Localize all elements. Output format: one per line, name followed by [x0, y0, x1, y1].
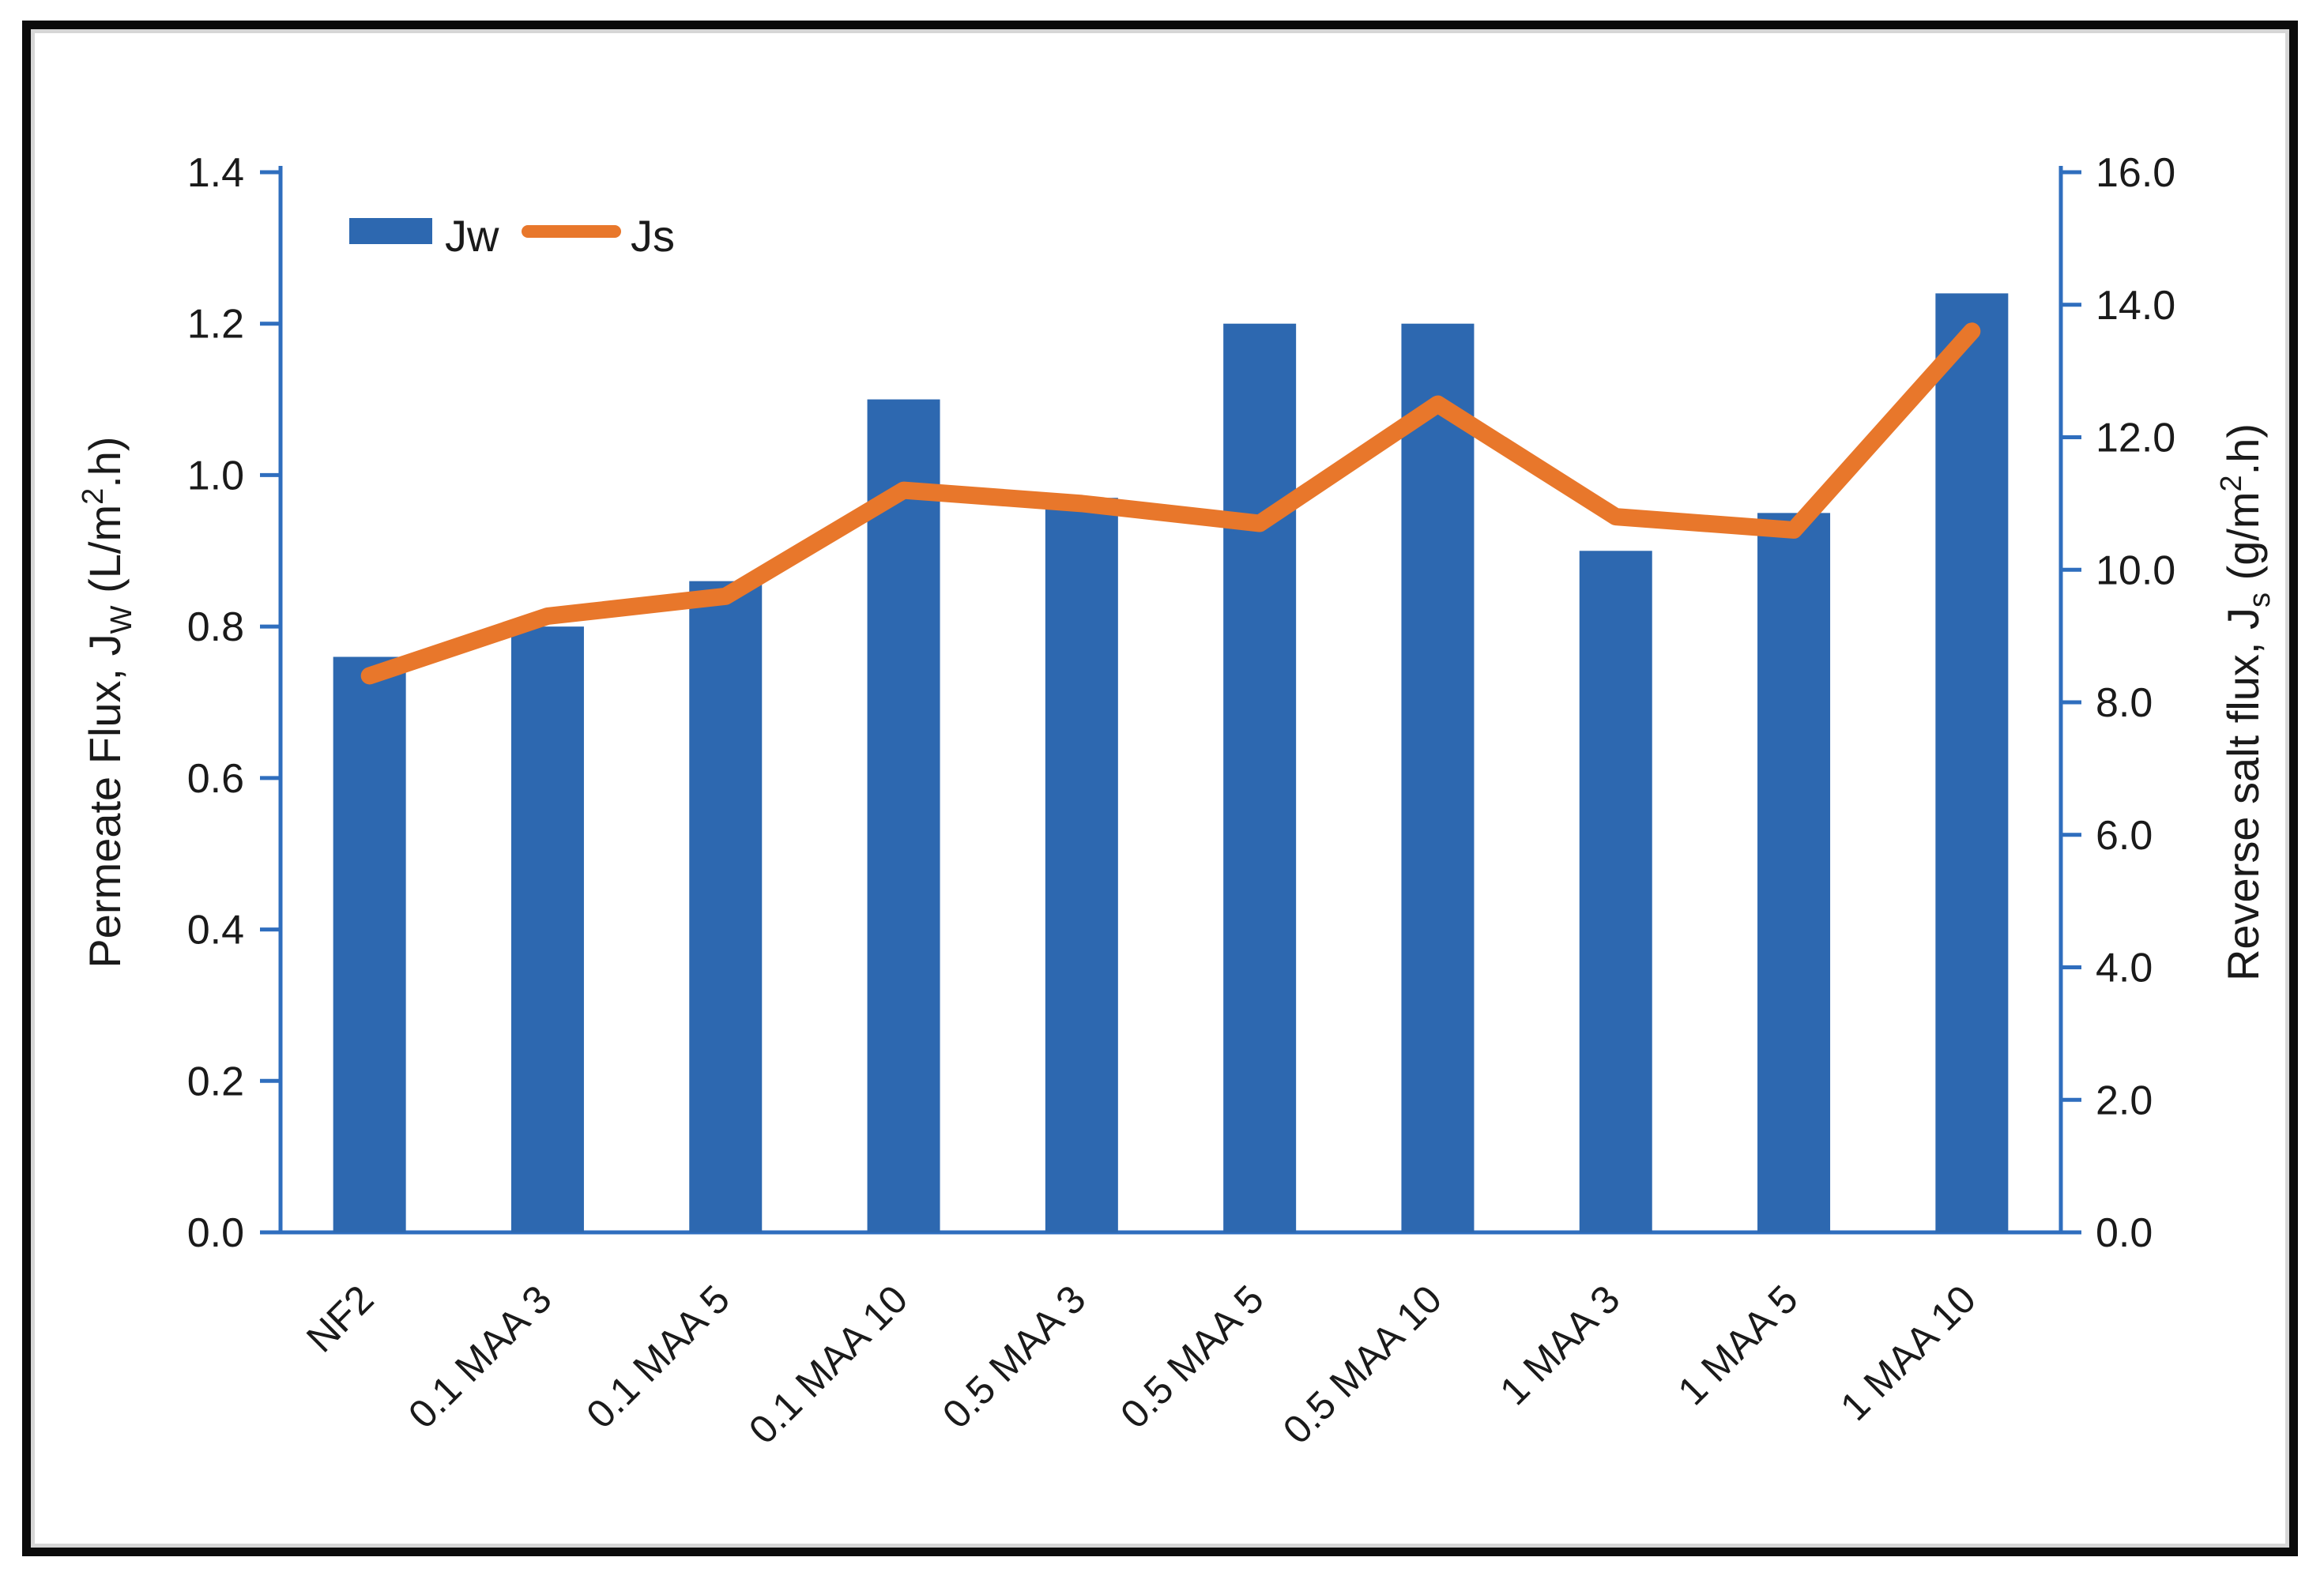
category-label: 0.1 MAA 3 [400, 1277, 560, 1437]
category-label: 0.5 MAA 5 [1112, 1277, 1272, 1437]
right-axis-tick-label: 12.0 [2096, 416, 2175, 461]
right-axis-tick-label: 14.0 [2096, 283, 2175, 329]
left-axis-tick-label: 1.0 [187, 453, 244, 498]
right-axis-tick-label: 10.0 [2096, 547, 2175, 593]
right-axis-title: Reverse salt flux, Js (g/m2.h) [2215, 423, 2277, 981]
category-label: 0.1 MAA 10 [740, 1277, 916, 1452]
bar-0-1-maa-3 [510, 626, 584, 1232]
category-label: 1 MAA 5 [1670, 1277, 1806, 1413]
right-axis-tick-label: 8.0 [2096, 680, 2153, 726]
left-axis-tick-label: 0.2 [187, 1059, 244, 1104]
bar-1-maa-5 [1757, 513, 1831, 1232]
right-axis-tick-label: 6.0 [2096, 813, 2153, 859]
legend-label-js: Js [631, 211, 675, 261]
left-axis-tick-label: 0.0 [187, 1210, 244, 1256]
category-label: NF2 [298, 1277, 382, 1360]
left-axis-tick-label: 0.8 [187, 604, 244, 650]
category-label: 1 MAA 10 [1832, 1277, 1984, 1429]
legend-swatch-jw [349, 218, 432, 244]
category-label: 1 MAA 3 [1491, 1277, 1628, 1413]
bar-0-5-maa-3 [1045, 498, 1118, 1232]
left-axis-tick-label: 0.6 [187, 756, 244, 802]
right-axis-tick-label: 4.0 [2096, 946, 2153, 991]
category-label: 0.5 MAA 3 [934, 1277, 1094, 1437]
bar-0-1-maa-10 [867, 399, 940, 1233]
js-line-series [360, 322, 1981, 685]
category-label: 0.5 MAA 10 [1275, 1277, 1450, 1452]
bar-1-maa-10 [1935, 293, 2009, 1232]
legend-label-jw: Jw [445, 211, 499, 261]
left-axis-tick-label: 1.2 [187, 302, 244, 348]
bar-nf2 [333, 656, 406, 1232]
left-axis-tick-label: 1.4 [187, 150, 244, 196]
bar-0-1-maa-5 [689, 581, 763, 1232]
bar-0-5-maa-5 [1223, 323, 1297, 1232]
bar-0-5-maa-10 [1401, 323, 1475, 1232]
category-label: 0.1 MAA 5 [578, 1277, 738, 1437]
bar-1-maa-3 [1579, 551, 1652, 1232]
right-axis-tick-label: 0.0 [2096, 1210, 2153, 1256]
right-axis-tick-label: 2.0 [2096, 1078, 2153, 1123]
left-axis-tick-label: 0.4 [187, 908, 244, 953]
right-axis-tick-label: 16.0 [2096, 150, 2175, 196]
left-axis-title: Permeate Flux, JW (L/m2.h) [77, 436, 138, 968]
